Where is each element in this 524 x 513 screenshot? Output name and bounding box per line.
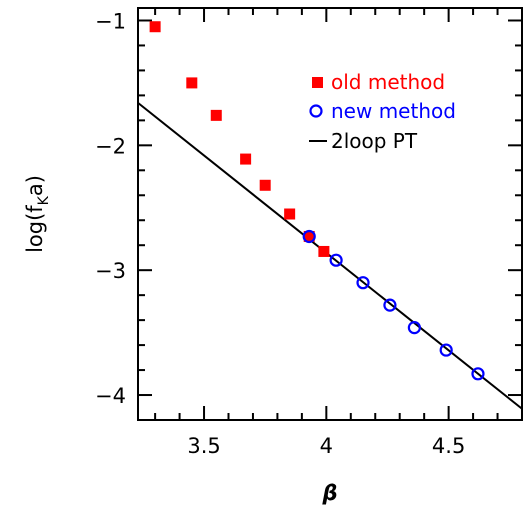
legend-new-method-label: new method <box>331 99 456 123</box>
y-tick-label: −2 <box>95 134 126 158</box>
old-method-point <box>284 208 296 220</box>
new-method-point <box>407 321 421 335</box>
new-method-point <box>302 229 316 244</box>
new-method-point <box>383 298 397 312</box>
y-axis-title: log(fKa) <box>23 175 52 253</box>
y-tick-label: −1 <box>95 9 126 33</box>
new-method-point <box>471 367 485 381</box>
x-tick-label: 4.5 <box>432 434 465 458</box>
new-method-point <box>356 276 370 290</box>
y-axis-title-sub: K <box>36 195 52 205</box>
old-method-point <box>259 179 271 191</box>
plot-frame <box>137 7 523 421</box>
old-method-point <box>303 230 315 242</box>
legend: old method new method 2loop PT <box>309 70 456 153</box>
legend-old-method-marker <box>312 77 323 88</box>
old-method-point <box>318 245 330 257</box>
tick-labels: 3.5 4 4.5 −1 −2 −3 −4 <box>95 9 465 458</box>
series-2loop-pt-line <box>138 102 522 410</box>
y-tick-label: −4 <box>95 384 126 408</box>
new-method-point <box>439 343 453 357</box>
old-method-point <box>240 153 252 165</box>
x-axis-title: β <box>321 481 337 505</box>
axis-ticks <box>138 8 523 421</box>
series-layer <box>138 21 522 410</box>
legend-new-method-marker <box>309 104 323 118</box>
new-method-point <box>329 253 343 267</box>
old-method-point <box>186 77 198 89</box>
legend-old-method-label: old method <box>331 70 445 94</box>
old-method-point <box>149 21 161 33</box>
y-axis-title-main: log(f <box>23 205 47 253</box>
y-tick-label: −3 <box>95 259 126 283</box>
legend-2loop-pt-label: 2loop PT <box>331 129 418 153</box>
y-axis-title-tail: a) <box>23 175 47 196</box>
x-tick-label: 3.5 <box>187 434 220 458</box>
old-method-point <box>210 109 222 121</box>
x-tick-label: 4 <box>320 434 333 458</box>
